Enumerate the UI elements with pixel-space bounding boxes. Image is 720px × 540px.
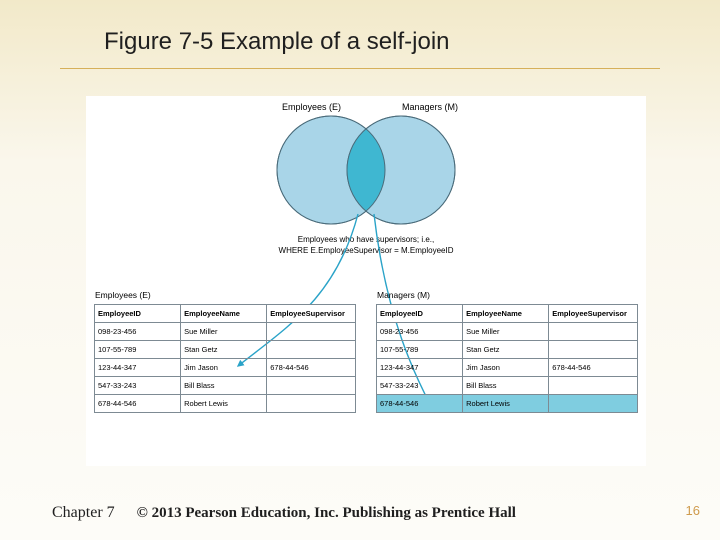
cell — [549, 341, 638, 359]
employees-table: EmployeeID EmployeeName EmployeeSupervis… — [94, 304, 356, 413]
table-row: 107-55-789Stan Getz — [95, 341, 356, 359]
cell: 107-55-789 — [377, 341, 463, 359]
cell: 678-44-546 — [377, 395, 463, 413]
tables-row: Employees (E) EmployeeID EmployeeName Em… — [94, 290, 638, 413]
col-header: EmployeeID — [377, 305, 463, 323]
cell: Robert Lewis — [463, 395, 549, 413]
cell — [267, 377, 356, 395]
cell: 547-33-243 — [377, 377, 463, 395]
slide-title: Figure 7-5 Example of a self-join — [104, 28, 660, 56]
cell: Stan Getz — [181, 341, 267, 359]
employees-table-block: Employees (E) EmployeeID EmployeeName Em… — [94, 290, 356, 413]
venn-label-managers: Managers (M) — [402, 102, 458, 112]
managers-table: EmployeeID EmployeeName EmployeeSupervis… — [376, 304, 638, 413]
cell: 123-44-347 — [377, 359, 463, 377]
table-row: 547-33-243Bill Blass — [95, 377, 356, 395]
table-row: 098-23-456Sue Miller — [95, 323, 356, 341]
cell — [267, 341, 356, 359]
cell: 098-23-456 — [95, 323, 181, 341]
venn-diagram — [86, 112, 646, 228]
cell: Sue Miller — [181, 323, 267, 341]
cell: Bill Blass — [181, 377, 267, 395]
table-row: 123-44-347Jim Jason678-44-546 — [95, 359, 356, 377]
table-row: 107-55-789Stan Getz — [377, 341, 638, 359]
cell: 107-55-789 — [95, 341, 181, 359]
venn-label-employees: Employees (E) — [282, 102, 341, 112]
cell: Sue Miller — [463, 323, 549, 341]
chapter-label: Chapter 7 — [52, 504, 115, 522]
managers-table-block: Managers (M) EmployeeID EmployeeName Emp… — [376, 290, 638, 413]
venn-labels: Employees (E) Managers (M) — [86, 96, 646, 110]
cell — [549, 377, 638, 395]
slide-title-region: Figure 7-5 Example of a self-join — [104, 28, 660, 56]
table-row-highlighted: 678-44-546Robert Lewis — [377, 395, 638, 413]
copyright-text: © 2013 Pearson Education, Inc. Publishin… — [137, 505, 516, 522]
table-row: 098-23-456Sue Miller — [377, 323, 638, 341]
venn-svg — [211, 112, 521, 228]
employees-table-title: Employees (E) — [94, 290, 356, 300]
venn-caption: Employees who have supervisors; i.e., WH… — [86, 234, 646, 256]
col-header: EmployeeSupervisor — [549, 305, 638, 323]
col-header: EmployeeID — [95, 305, 181, 323]
table-row: 547-33-243Bill Blass — [377, 377, 638, 395]
cell — [549, 323, 638, 341]
caption-line-2: WHERE E.EmployeeSupervisor = M.EmployeeI… — [86, 245, 646, 256]
table-row: 123-44-347Jim Jason678-44-546 — [377, 359, 638, 377]
table-row: 678-44-546Robert Lewis — [95, 395, 356, 413]
col-header: EmployeeName — [181, 305, 267, 323]
cell: Stan Getz — [463, 341, 549, 359]
cell: 678-44-546 — [267, 359, 356, 377]
caption-line-1: Employees who have supervisors; i.e., — [86, 234, 646, 245]
slide-footer: Chapter 7 © 2013 Pearson Education, Inc.… — [52, 504, 660, 522]
cell: Jim Jason — [181, 359, 267, 377]
cell: 678-44-546 — [549, 359, 638, 377]
title-underline — [60, 68, 660, 69]
cell — [267, 395, 356, 413]
figure-content: Employees (E) Managers (M) Employees who… — [86, 96, 646, 466]
cell — [549, 395, 638, 413]
cell: Jim Jason — [463, 359, 549, 377]
cell: 123-44-347 — [95, 359, 181, 377]
managers-table-title: Managers (M) — [376, 290, 638, 300]
cell — [267, 323, 356, 341]
cell: Robert Lewis — [181, 395, 267, 413]
cell: 098-23-456 — [377, 323, 463, 341]
cell: Bill Blass — [463, 377, 549, 395]
col-header: EmployeeName — [463, 305, 549, 323]
col-header: EmployeeSupervisor — [267, 305, 356, 323]
cell: 547-33-243 — [95, 377, 181, 395]
page-number: 16 — [686, 503, 700, 518]
cell: 678-44-546 — [95, 395, 181, 413]
